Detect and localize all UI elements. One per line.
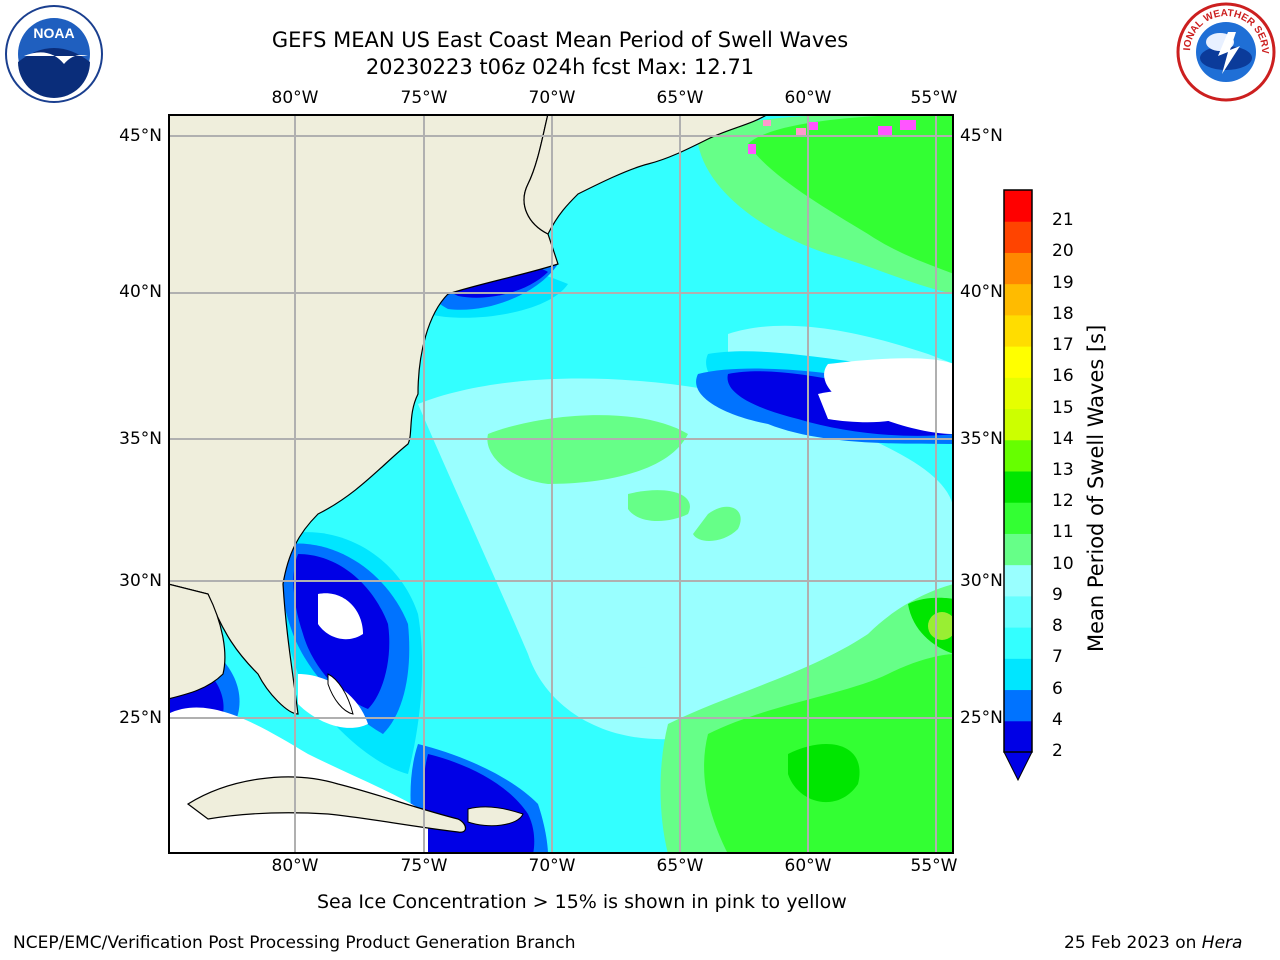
sea-ice-patch (878, 126, 892, 136)
lat-tick-right: 45°N (960, 126, 1003, 146)
colorbar-tick-label: 13 (1052, 460, 1074, 480)
colorbar (1003, 189, 1033, 782)
nova-scotia-land (523, 114, 770, 235)
colorbar-segment (1004, 377, 1032, 410)
lon-tick-top: 65°W (656, 88, 704, 108)
lat-tick-left: 45°N (119, 126, 162, 146)
colorbar-tick-label: 9 (1052, 584, 1063, 605)
lon-tick-top: 60°W (784, 88, 832, 108)
no-data-area (824, 358, 954, 434)
lon-tick-bottom: 80°W (271, 856, 319, 876)
colorbar-tick-label: 12 (1052, 491, 1074, 512)
map-frame (168, 114, 954, 854)
run-date: 25 Feb 2023 on Hera (1064, 933, 1242, 953)
colorbar-tick-label: 8 (1052, 616, 1063, 637)
colorbar-segment (1004, 471, 1032, 503)
colorbar-tick-label: 14 (1052, 428, 1074, 449)
no-data-area (298, 674, 368, 728)
lon-tick-bottom: 55°W (910, 856, 958, 876)
colorbar-segment (1004, 595, 1032, 628)
no-data-area (318, 593, 363, 640)
lat-tick-left: 30°N (119, 571, 162, 591)
colorbar-segment (1004, 252, 1032, 285)
lat-tick-left: 25°N (119, 708, 162, 728)
noaa-logo-text: NOAA (33, 25, 74, 41)
map-title: GEFS MEAN US East Coast Mean Period of S… (271, 28, 849, 52)
colorbar-segment (1004, 439, 1032, 472)
swell-band-7-8 (548, 558, 728, 668)
lon-tick-bottom: 70°W (528, 856, 576, 876)
lat-tick-left: 35°N (119, 429, 162, 449)
lon-tick-top: 70°W (528, 88, 576, 108)
colorbar-segment (1004, 190, 1032, 222)
lon-tick-bottom: 75°W (400, 856, 448, 876)
colorbar-tick-label: 15 (1052, 397, 1074, 418)
colorbar-segment (1004, 564, 1032, 597)
colorbar-tick-label: 7 (1052, 647, 1063, 668)
colorbar-frame (1003, 189, 1033, 753)
colorbar-extend-arrow (1003, 751, 1033, 782)
colorbar-tick-label: 2 (1052, 741, 1063, 761)
colorbar-tick-label: 20 (1052, 241, 1074, 262)
swell-band-9-10 (693, 506, 741, 541)
sea-ice-patch (763, 120, 771, 126)
lon-tick-bottom: 60°W (784, 856, 832, 876)
lon-tick-bottom: 65°W (656, 856, 704, 876)
colorbar-segment (1004, 533, 1032, 566)
sea-ice-note: Sea Ice Concentration > 15% is shown in … (317, 891, 847, 913)
colorbar-title: Mean Period of Swell Waves [s] (1084, 324, 1108, 652)
colorbar-segment (1004, 689, 1032, 722)
lat-tick-right: 40°N (960, 282, 1003, 302)
colorbar-tick-label: 16 (1052, 366, 1074, 387)
sea-ice-patch (900, 120, 916, 130)
colorbar-segment (1004, 221, 1032, 253)
swell-period-map (168, 114, 954, 854)
bahamas-land (327, 673, 354, 715)
gulf-coast-land (168, 583, 226, 700)
colorbar-tick-label: 6 (1052, 678, 1063, 699)
colorbar-tick-label: 17 (1052, 335, 1074, 356)
lon-tick-top: 75°W (400, 88, 448, 108)
graticule (168, 114, 954, 854)
branch-credit: NCEP/EMC/Verification Post Processing Pr… (13, 933, 576, 953)
colorbar-segment (1004, 658, 1032, 691)
colorbar-tick-label: 18 (1052, 303, 1074, 324)
swell-band-12-13 (928, 612, 954, 640)
colorbar-segment (1004, 346, 1032, 378)
machine-name: Hera (1201, 933, 1243, 953)
colorbar-tick-label: 4 (1052, 709, 1063, 730)
colorbar-tick-label: 11 (1052, 522, 1074, 543)
nws-logo: NATIONAL WEATHER SERVICE (1176, 2, 1276, 102)
colorbar-segment (1004, 627, 1032, 659)
lat-tick-right: 25°N (960, 708, 1003, 728)
lat-tick-right: 35°N (960, 429, 1003, 449)
colorbar-segment (1004, 502, 1032, 534)
lon-tick-top: 55°W (910, 88, 958, 108)
hispaniola-land (467, 806, 524, 827)
cuba-land (186, 776, 467, 833)
swell-band-9-10 (487, 415, 688, 484)
colorbar-tick-label: 21 (1052, 210, 1074, 231)
lon-tick-top: 80°W (271, 88, 319, 108)
sea-ice-patch (748, 144, 756, 154)
swell-band-9-10 (628, 490, 690, 521)
colorbar-segment (1004, 283, 1032, 316)
sea-ice-patch (808, 122, 818, 130)
noaa-logo: NOAA (5, 5, 103, 103)
colorbar-segment (1004, 408, 1032, 441)
run-date-text: 25 Feb 2023 on (1064, 933, 1202, 953)
map-subtitle: 20230223 t06z 024h fcst Max: 12.71 (365, 55, 755, 79)
lat-tick-right: 30°N (960, 571, 1003, 591)
colorbar-segment (1004, 314, 1032, 347)
colorbar-segment (1004, 720, 1032, 753)
sea-ice-patch (796, 128, 806, 136)
colorbar-tick-label: 10 (1052, 553, 1074, 574)
swell-band-10-11 (748, 114, 954, 274)
swell-band-11-12 (788, 744, 860, 803)
colorbar-tick-label: 19 (1052, 272, 1074, 293)
lat-tick-left: 40°N (119, 282, 162, 302)
